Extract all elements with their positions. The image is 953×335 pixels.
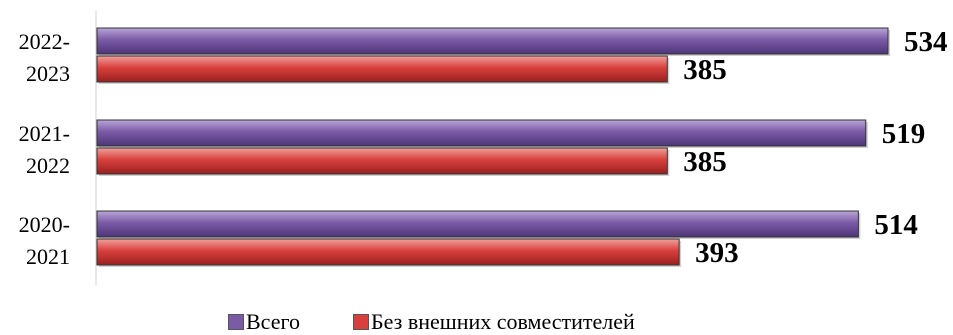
value-label-series-1-cat-2: 393 xyxy=(695,237,739,269)
category-label-2-line-0: 2020- xyxy=(19,212,70,237)
legend-label-series-0: Всего xyxy=(246,309,300,334)
category-label-0-line-1: 2023 xyxy=(26,61,70,86)
bar-series-0-cat-1 xyxy=(96,119,867,147)
value-label-series-0-cat-2: 514 xyxy=(874,209,918,241)
category-label-0-line-0: 2022- xyxy=(19,29,70,54)
legend: Всего Без внешних совместителей xyxy=(0,309,953,334)
bar-series-0-cat-0 xyxy=(96,27,889,55)
legend-swatch-series-1 xyxy=(353,314,369,330)
legend-item-series-0: Всего xyxy=(228,309,300,335)
value-label-series-0-cat-1: 519 xyxy=(882,118,926,150)
value-label-series-1-cat-0: 385 xyxy=(683,54,727,86)
bar-series-1-cat-1 xyxy=(96,147,668,175)
value-label-series-1-cat-1: 385 xyxy=(683,146,727,178)
category-label-2-line-1: 2021 xyxy=(26,244,70,269)
category-label-1-line-0: 2021- xyxy=(19,121,70,146)
legend-label-series-1: Без внешних совместителей xyxy=(371,309,635,334)
bar-series-1-cat-2 xyxy=(96,238,680,266)
legend-item-series-1: Без внешних совместителей xyxy=(353,309,635,335)
value-label-series-0-cat-0: 534 xyxy=(904,26,948,58)
bar-series-1-cat-0 xyxy=(96,55,668,83)
category-label-1-line-1: 2022 xyxy=(26,153,70,178)
legend-swatch-series-0 xyxy=(228,314,244,330)
bar-series-0-cat-2 xyxy=(96,210,859,238)
